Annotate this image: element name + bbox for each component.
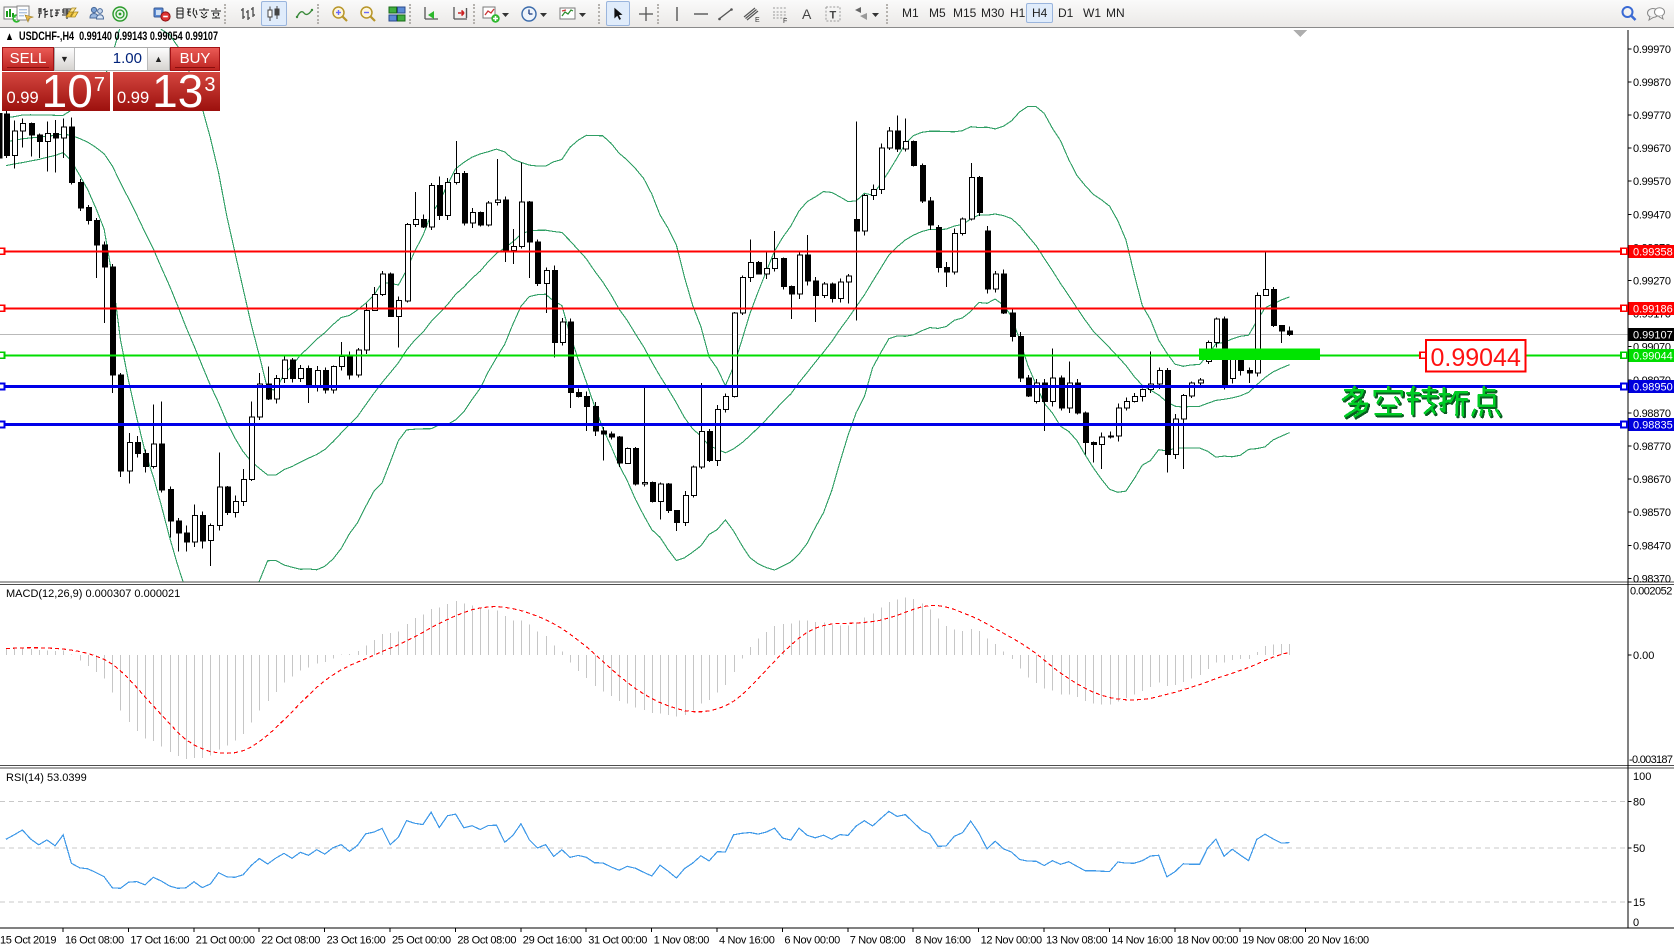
svg-text:0.00: 0.00 xyxy=(1633,650,1654,662)
svg-text:0.002052: 0.002052 xyxy=(1630,586,1672,598)
svg-text:1 Nov 08:00: 1 Nov 08:00 xyxy=(654,935,710,947)
svg-text:25 Oct 00:00: 25 Oct 00:00 xyxy=(392,935,451,947)
svg-text:29 Oct 16:00: 29 Oct 16:00 xyxy=(523,935,582,947)
svg-text:80: 80 xyxy=(1633,797,1645,809)
svg-text:0.98470: 0.98470 xyxy=(1633,540,1671,552)
svg-text:31 Oct 00:00: 31 Oct 00:00 xyxy=(588,935,647,947)
svg-text:0.99970: 0.99970 xyxy=(1633,44,1671,56)
svg-text:16 Oct 08:00: 16 Oct 08:00 xyxy=(65,935,124,947)
svg-text:MACD(12,26,9) 0.000307 0.00002: MACD(12,26,9) 0.000307 0.000021 xyxy=(6,588,180,600)
svg-text:0.99186: 0.99186 xyxy=(1633,303,1673,315)
svg-text:7 Nov 08:00: 7 Nov 08:00 xyxy=(850,935,906,947)
svg-text:14 Nov 16:00: 14 Nov 16:00 xyxy=(1111,935,1172,947)
svg-text:19 Nov 08:00: 19 Nov 08:00 xyxy=(1242,935,1303,947)
svg-text:0.98950: 0.98950 xyxy=(1633,382,1673,394)
svg-text:0.99270: 0.99270 xyxy=(1633,276,1671,288)
svg-text:15 Oct 2019: 15 Oct 2019 xyxy=(0,935,56,947)
svg-text:E: E xyxy=(755,17,760,24)
svg-text:0.98870: 0.98870 xyxy=(1633,408,1671,420)
svg-text:12 Nov 00:00: 12 Nov 00:00 xyxy=(981,935,1042,947)
svg-text:0: 0 xyxy=(1633,917,1639,929)
svg-text:0.99358: 0.99358 xyxy=(1633,246,1673,258)
svg-text:0.98370: 0.98370 xyxy=(1633,573,1671,585)
svg-text:T: T xyxy=(830,9,837,21)
svg-text:20 Nov 16:00: 20 Nov 16:00 xyxy=(1308,935,1369,947)
svg-text:0.99107: 0.99107 xyxy=(1633,330,1673,342)
svg-text:-0.003187: -0.003187 xyxy=(1629,754,1673,766)
svg-text:8 Nov 16:00: 8 Nov 16:00 xyxy=(915,935,971,947)
svg-text:100: 100 xyxy=(1633,771,1651,783)
svg-text:50: 50 xyxy=(1633,843,1645,855)
svg-text:21 Oct 00:00: 21 Oct 00:00 xyxy=(196,935,255,947)
svg-text:6 Nov 00:00: 6 Nov 00:00 xyxy=(784,935,840,947)
svg-text:17 Oct 16:00: 17 Oct 16:00 xyxy=(130,935,189,947)
svg-text:F: F xyxy=(783,18,787,24)
svg-text:0.99570: 0.99570 xyxy=(1633,176,1671,188)
svg-text:0.99670: 0.99670 xyxy=(1633,143,1671,155)
svg-text:RSI(14) 53.0399: RSI(14) 53.0399 xyxy=(6,772,87,784)
svg-text:0.99470: 0.99470 xyxy=(1633,209,1671,221)
svg-text:0.98670: 0.98670 xyxy=(1633,474,1671,486)
svg-text:0.98570: 0.98570 xyxy=(1633,507,1671,519)
svg-text:0.98770: 0.98770 xyxy=(1633,441,1671,453)
svg-text:28 Oct 08:00: 28 Oct 08:00 xyxy=(457,935,516,947)
svg-text:13 Nov 08:00: 13 Nov 08:00 xyxy=(1046,935,1107,947)
svg-text:A: A xyxy=(802,6,812,22)
svg-text:0.99870: 0.99870 xyxy=(1633,77,1671,89)
svg-text:0.99044: 0.99044 xyxy=(1431,344,1521,372)
svg-text:0.98835: 0.98835 xyxy=(1633,420,1673,432)
svg-text:0.99770: 0.99770 xyxy=(1633,110,1671,122)
svg-text:22 Oct 08:00: 22 Oct 08:00 xyxy=(261,935,320,947)
svg-text:18 Nov 00:00: 18 Nov 00:00 xyxy=(1177,935,1238,947)
svg-text:4 Nov 16:00: 4 Nov 16:00 xyxy=(719,935,775,947)
svg-text:0.99044: 0.99044 xyxy=(1633,350,1673,362)
svg-text:23 Oct 16:00: 23 Oct 16:00 xyxy=(327,935,386,947)
svg-text:15: 15 xyxy=(1633,897,1645,909)
